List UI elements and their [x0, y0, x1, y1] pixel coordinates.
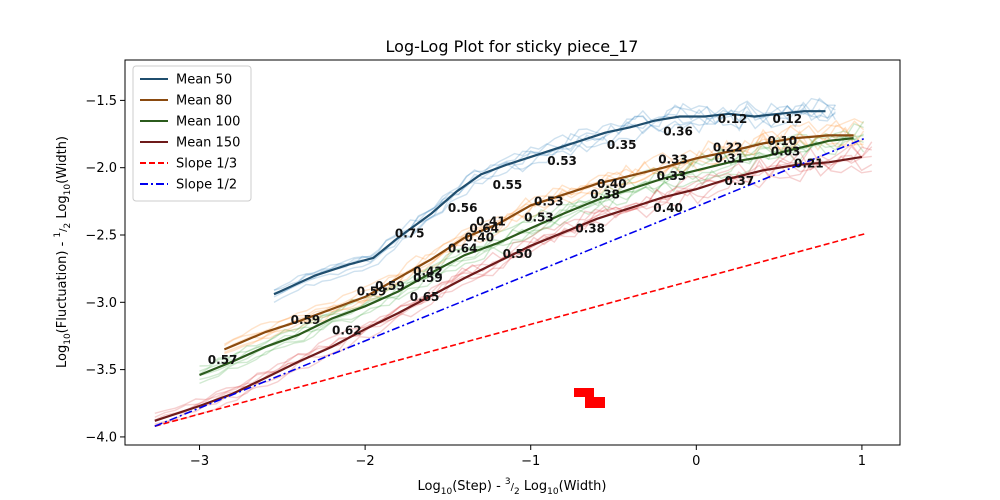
- slope-annotation: 0.21: [794, 157, 824, 171]
- slope-annotation: 0.53: [524, 211, 554, 225]
- trace-line: [154, 146, 872, 421]
- x-tick-label: −3: [190, 454, 209, 469]
- trace-line: [273, 102, 836, 294]
- slope-annotation: 0.59: [375, 279, 405, 293]
- x-tick-label: 0: [692, 454, 700, 469]
- slope-annotation: 0.10: [768, 134, 798, 148]
- y-tick-label: −4.0: [85, 430, 117, 445]
- y-tick-label: −3.5: [85, 363, 117, 378]
- trace-line: [199, 137, 865, 381]
- legend-label: Mean 100: [176, 115, 240, 130]
- slope-annotation: 0.75: [395, 227, 425, 241]
- slope-annotation: 0.40: [653, 201, 683, 215]
- slope-annotation: 0.22: [713, 141, 743, 155]
- series-line: [199, 137, 854, 377]
- slope-annotation: 0.40: [465, 231, 495, 245]
- slope-annotation: 0.38: [590, 188, 620, 202]
- slope-annotation: 0.03: [771, 145, 801, 159]
- trace-line: [224, 130, 865, 355]
- slope-annotation: 0.33: [658, 153, 688, 167]
- trace-line: [199, 120, 865, 367]
- slope-annotation: 0.41: [476, 215, 506, 229]
- slope-annotation: 0.12: [773, 112, 803, 126]
- x-tick-label: 1: [858, 454, 866, 469]
- y-tick-label: −3.0: [85, 296, 117, 311]
- legend-label: Mean 80: [176, 94, 232, 109]
- x-axis-label: Log10(Step) - 3/2 Log10(Width): [418, 477, 607, 497]
- trace-line: [154, 141, 873, 414]
- series-line: [223, 134, 854, 351]
- trace-line: [199, 133, 864, 385]
- y-tick-label: −2.5: [85, 229, 117, 244]
- slope-annotation: 0.33: [657, 169, 687, 183]
- x-tick-label: −2: [356, 454, 375, 469]
- series-line: [273, 110, 826, 296]
- slope-annotation: 0.40: [597, 177, 627, 191]
- slope-annotation: 0.31: [715, 151, 745, 165]
- slope-annotation: 0.37: [725, 174, 755, 188]
- trace-line: [154, 143, 873, 418]
- slope-annotation: 0.35: [607, 138, 637, 152]
- series-line: [154, 232, 866, 427]
- slope-annotation: 0.42: [413, 264, 443, 278]
- legend-label: Slope 1/3: [176, 157, 237, 172]
- legend-label: Mean 50: [176, 73, 232, 88]
- trace-line: [224, 126, 864, 351]
- slope-annotation: 0.59: [357, 285, 387, 299]
- slope-annotation: 0.53: [534, 194, 564, 208]
- legend-label: Slope 1/2: [176, 178, 237, 193]
- trace-line: [224, 119, 865, 347]
- plot-area: 0.75 0.56 0.55 0.53 0.35 0.36 0.12 0.12 0.59 0.41…: [154, 97, 873, 427]
- slope-annotation: 0.12: [718, 112, 748, 126]
- slope-annotation: 0.57: [208, 353, 238, 367]
- slope-annotation: 0.59: [291, 313, 321, 327]
- slope-annotation: 0.56: [448, 201, 478, 215]
- slope-annotation: 0.59: [413, 271, 443, 285]
- axes: −3 −2 −1 0 1 −4.0 −3.5 −3.0 −2.5 −2.0 −1.5: [85, 94, 866, 469]
- red-marker-block: [574, 388, 594, 397]
- x-tick-label: −1: [521, 454, 540, 469]
- slope-annotation: 0.36: [663, 124, 693, 138]
- slope-annotation: 0.62: [332, 324, 362, 338]
- legend-label: Mean 150: [176, 136, 240, 151]
- y-axis-label: Log10(Fluctuation) - 1/2 Log10(Width): [53, 136, 73, 368]
- slope-annotation: 0.64: [448, 242, 478, 256]
- series-line: [154, 155, 863, 422]
- trace-line: [199, 122, 864, 372]
- slope-annotation: 0.64: [469, 221, 499, 235]
- trace-line: [273, 109, 836, 304]
- slope-annotation: 0.38: [575, 221, 605, 235]
- slope-annotation: 0.53: [547, 154, 577, 168]
- trace-line: [224, 118, 864, 345]
- y-tick-label: −1.5: [85, 94, 117, 109]
- slope-annotation: 0.55: [493, 178, 523, 192]
- plot-frame: [124, 59, 901, 446]
- trace-line: [273, 104, 837, 298]
- red-marker-block: [585, 397, 605, 408]
- slope-annotation: 0.50: [503, 247, 533, 261]
- y-tick-label: −2.0: [85, 161, 117, 176]
- slope-annotation: 0.65: [410, 290, 440, 304]
- trace-line: [273, 97, 836, 291]
- trace-line: [154, 155, 872, 422]
- legend: Mean 50 Mean 80 Mean 100 Mean 150 Slope 1/3 S…: [132, 65, 252, 202]
- chart-title: Log-Log Plot for sticky piece_17: [386, 37, 639, 57]
